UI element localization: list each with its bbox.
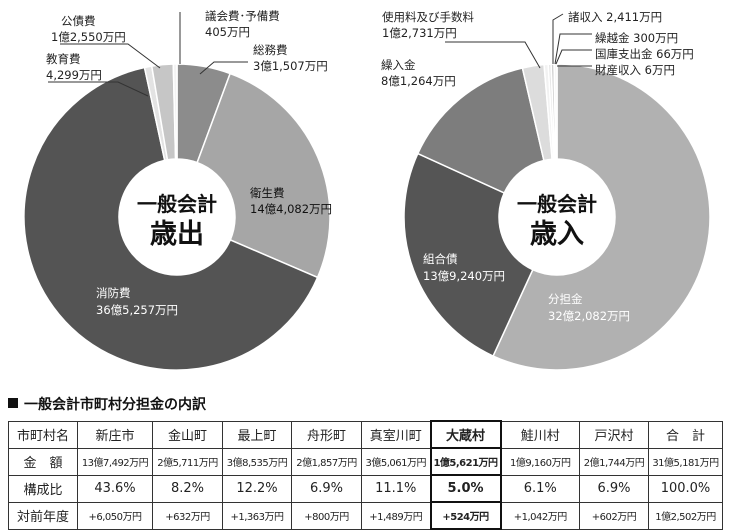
- table-header-cell: 市町村名: [8, 420, 78, 449]
- table-cell: 1億2,502万円: [648, 501, 723, 530]
- label-buntankin-amount: 32億2,082万円: [548, 309, 630, 323]
- label-kousaihi-name: 公債費: [61, 14, 96, 28]
- leader-shiyouryou: [445, 41, 541, 69]
- table-cell: 1億9,160万円: [500, 447, 580, 476]
- leader-kurikoshikin: [554, 33, 592, 65]
- label-shiyouryou-name: 使用料及び手数料: [382, 10, 474, 24]
- table-cell: +1,042万円: [500, 501, 580, 530]
- label-kurikoshikin: 繰越金 300万円: [595, 31, 678, 45]
- table-cell: 5.0%: [429, 474, 502, 503]
- breakdown-section-title: 一般会計市町村分担金の内訳: [8, 394, 206, 414]
- table-cell: +1,489万円: [361, 501, 431, 530]
- leader-kyouikuhi: [48, 81, 149, 97]
- table-header-row: 市町村名 新庄市 金山町 最上町 舟形町 真室川町 大蔵村 鮭川村 戸沢村合 計: [8, 420, 723, 449]
- square-bullet-icon: [8, 398, 18, 408]
- table-header-cell: 金山町: [152, 420, 223, 449]
- table-cell: 100.0%: [648, 474, 723, 503]
- table-cell: 2億5,711万円: [152, 447, 223, 476]
- table-header-cell: 大蔵村: [429, 420, 502, 449]
- table-header-cell: 最上町: [222, 420, 292, 449]
- municipality-breakdown-table: 市町村名 新庄市 金山町 最上町 舟形町 真室川町 大蔵村 鮭川村 戸沢村合 計金 額 13億7,…: [8, 420, 723, 530]
- table-cell: +1,363万円: [222, 501, 292, 530]
- table-cell: 6.9%: [579, 474, 649, 503]
- breakdown-title-text: 一般会計市町村分担金の内訳: [24, 397, 206, 413]
- table-cell: +632万円: [152, 501, 223, 530]
- label-kousaihi-amount: 1億2,550万円: [51, 30, 126, 44]
- table-cell: 8.2%: [152, 474, 223, 503]
- label-shiyouryou-amount: 1億2,731万円: [382, 26, 457, 40]
- label-soumuhi-name: 総務費: [253, 43, 288, 57]
- label-zaisan: 財産収入 6万円: [595, 63, 675, 77]
- table-cell: 43.6%: [77, 474, 153, 503]
- expenditure-labels: 公債費 1億2,550万円 教育費 4,299万円 議会費･予備費 405万円 …: [46, 9, 332, 317]
- table-row-label: 対前年度: [8, 501, 78, 530]
- label-kurirekin-amount: 8億1,264万円: [381, 74, 456, 88]
- table-cell: 2億1,744万円: [579, 447, 649, 476]
- table-header-cell: 合 計: [648, 420, 723, 449]
- pie-rev-center-hole: [499, 159, 615, 275]
- table-header-cell: 真室川町: [361, 420, 431, 449]
- revenue-labels: 使用料及び手数料 1億2,731万円 繰入金 8億1,264万円 諸収入 2,4…: [381, 10, 694, 323]
- label-kumiaisai-amount: 13億9,240万円: [423, 269, 505, 283]
- table-cell: 3億5,061万円: [361, 447, 431, 476]
- label-kyouikuhi-amount: 4,299万円: [46, 68, 102, 82]
- table-cell: +800万円: [291, 501, 362, 530]
- table-cell: 3億8,535万円: [222, 447, 292, 476]
- expenditure-pie: [23, 63, 331, 371]
- label-soumuhi-amount: 3億1,507万円: [253, 59, 328, 73]
- pie-charts: 公債費 1億2,550万円 教育費 4,299万円 議会費･予備費 405万円 …: [23, 9, 711, 371]
- leader-kokko: [555, 49, 592, 65]
- table-cell: +6,050万円: [77, 501, 153, 530]
- table-cell: 6.9%: [291, 474, 362, 503]
- label-gikaihi-name: 議会費･予備費: [205, 9, 280, 23]
- table-cell: +524万円: [429, 501, 502, 530]
- table-row: 金 額 13億7,492万円 2億5,711万円 3億8,535万円 2億1,857万円…: [8, 447, 723, 476]
- label-eiseihi-name: 衛生費: [250, 186, 285, 200]
- revenue-pie: [403, 63, 711, 371]
- table-cell: 1億5,621万円: [429, 447, 502, 476]
- label-gikaihi-amount: 405万円: [205, 25, 250, 39]
- table-header-cell: 新庄市: [77, 420, 153, 449]
- revenue-center-line1: 一般会計: [517, 192, 597, 216]
- label-eiseihi-amount: 14億4,082万円: [250, 202, 332, 216]
- label-shouboushi-amount: 36億5,257万円: [96, 303, 178, 317]
- leader-shoshuunyuu: [552, 13, 564, 64]
- table-header-cell: 戸沢村: [579, 420, 649, 449]
- leader-kousaihi: [60, 43, 161, 69]
- label-kokko: 国庫支出金 66万円: [595, 47, 694, 61]
- label-kumiaisai-name: 組合債: [423, 252, 458, 266]
- label-kurirekin-name: 繰入金: [381, 58, 416, 72]
- table-cell: 13億7,492万円: [77, 447, 153, 476]
- expenditure-center-line1: 一般会計: [137, 192, 217, 216]
- table-row: 対前年度 +6,050万円 +632万円 +1,363万円 +800万円 +1,489万円…: [8, 501, 723, 530]
- leader-soumuhi: [199, 61, 248, 75]
- pie-exp-center-hole: [119, 159, 235, 275]
- label-shouboushi-name: 消防費: [96, 286, 131, 300]
- table-cell: +602万円: [579, 501, 649, 530]
- table-cell: 11.1%: [361, 474, 431, 503]
- label-buntankin-name: 分担金: [548, 292, 583, 306]
- table-header-cell: 舟形町: [291, 420, 362, 449]
- table-row: 構成比 43.6% 8.2% 12.2% 6.9% 11.1% 5.0% 6.1% 6.9% 10…: [8, 474, 723, 503]
- table-cell: 12.2%: [222, 474, 292, 503]
- label-shoshuunyuu: 諸収入 2,411万円: [568, 10, 662, 24]
- revenue-center-line2: 歳入: [530, 219, 584, 250]
- table-cell: 6.1%: [500, 474, 580, 503]
- expenditure-center-line2: 歳出: [150, 219, 204, 250]
- table-row-label: 構成比: [8, 474, 78, 503]
- table-row-label: 金 額: [8, 447, 78, 476]
- table-cell: 2億1,857万円: [291, 447, 362, 476]
- table-cell: 31億5,181万円: [648, 447, 723, 476]
- table-header-cell: 鮭川村: [500, 420, 580, 449]
- label-kyouikuhi-name: 教育費: [46, 52, 81, 66]
